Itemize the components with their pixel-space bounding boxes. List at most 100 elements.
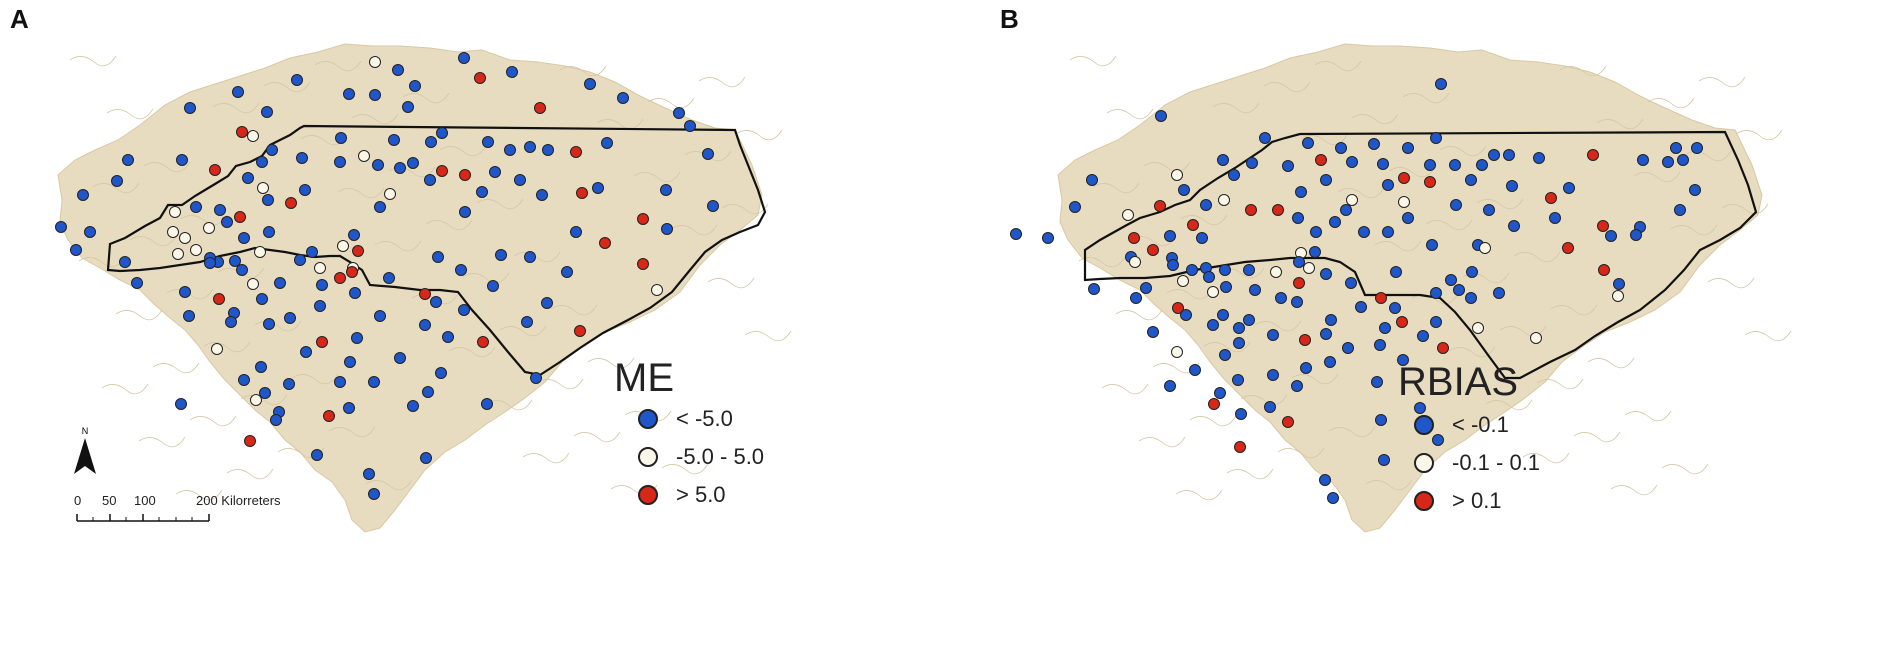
station-point-white xyxy=(1218,194,1230,206)
station-point-white xyxy=(1171,346,1183,358)
station-point-blue xyxy=(176,154,188,166)
legend-item-below: < -0.1 xyxy=(1414,412,1509,438)
station-point-blue xyxy=(296,152,308,164)
watershed-line xyxy=(513,251,561,263)
watershed-line xyxy=(92,182,140,194)
station-point-blue xyxy=(1243,264,1255,276)
watershed-line xyxy=(166,288,214,300)
watershed-line xyxy=(1573,431,1621,443)
station-point-blue xyxy=(1335,142,1347,154)
station-point-white xyxy=(1612,290,1624,302)
station-point-red xyxy=(1208,398,1220,410)
north-arrow-icon xyxy=(74,438,96,474)
watershed-line xyxy=(314,60,362,72)
station-point-blue xyxy=(487,280,499,292)
watershed-line xyxy=(735,129,783,141)
station-point-blue xyxy=(1291,296,1303,308)
legend-item-above: > 5.0 xyxy=(638,482,726,508)
scale-tick-200: 200 Kilorreters xyxy=(196,493,281,508)
station-point-blue xyxy=(1140,282,1152,294)
station-point-blue xyxy=(1164,380,1176,392)
station-point-blue xyxy=(363,468,375,480)
station-point-blue xyxy=(584,78,596,90)
station-point-blue xyxy=(1069,201,1081,213)
scale-bar-line xyxy=(76,514,210,522)
station-point-blue xyxy=(300,346,312,358)
station-point-blue xyxy=(1476,159,1488,171)
station-point-blue xyxy=(1155,110,1167,122)
station-point-blue xyxy=(392,64,404,76)
watershed-line xyxy=(1240,394,1288,406)
station-point-blue xyxy=(255,361,267,373)
watershed-line xyxy=(101,383,149,395)
station-point-blue xyxy=(1450,199,1462,211)
station-point-blue xyxy=(351,332,363,344)
station-point-blue xyxy=(343,402,355,414)
station-point-blue xyxy=(1342,342,1354,354)
station-point-blue xyxy=(1389,302,1401,314)
station-point-red xyxy=(234,211,246,223)
station-point-red xyxy=(1315,154,1327,166)
station-point-red xyxy=(436,165,448,177)
station-point-blue xyxy=(1613,278,1625,290)
station-point-blue xyxy=(229,255,241,267)
station-point-red xyxy=(1598,264,1610,276)
station-point-blue xyxy=(274,277,286,289)
station-point-blue xyxy=(1167,259,1179,271)
legend-item-middle: -0.1 - 0.1 xyxy=(1414,450,1540,476)
station-point-blue xyxy=(561,266,573,278)
station-point-white xyxy=(1122,209,1134,221)
watershed-line xyxy=(138,436,186,448)
station-point-white xyxy=(1346,194,1358,206)
station-point-red xyxy=(1396,316,1408,328)
legend-title-me: ME xyxy=(614,356,674,400)
state-boundary xyxy=(1083,130,1758,380)
station-point-red xyxy=(1172,302,1184,314)
station-point-white xyxy=(1171,169,1183,181)
station-point-blue xyxy=(372,159,384,171)
station-point-white xyxy=(314,262,326,274)
station-point-blue xyxy=(1310,226,1322,238)
station-point-blue xyxy=(1217,309,1229,321)
station-point-blue xyxy=(1355,301,1367,313)
station-point-blue xyxy=(422,386,434,398)
station-point-blue xyxy=(1324,356,1336,368)
station-point-blue xyxy=(436,127,448,139)
station-point-blue xyxy=(1414,402,1426,414)
watershed-line xyxy=(1684,150,1732,162)
station-point-blue xyxy=(1630,229,1642,241)
legend-swatch-red xyxy=(638,485,658,505)
station-point-blue xyxy=(1164,230,1176,242)
watershed-line xyxy=(1624,410,1672,422)
watershed-line xyxy=(143,161,191,173)
station-point-red xyxy=(1545,192,1557,204)
station-point-blue xyxy=(1088,283,1100,295)
legend-item-below: < -5.0 xyxy=(638,406,733,432)
station-point-blue xyxy=(179,286,191,298)
station-point-blue xyxy=(476,186,488,198)
station-point-blue xyxy=(232,86,244,98)
legend-label-middle: -0.1 - 0.1 xyxy=(1452,450,1541,475)
station-point-blue xyxy=(1196,232,1208,244)
station-point-blue xyxy=(530,372,542,384)
station-point-white xyxy=(172,248,184,260)
watershed-line xyxy=(1744,330,1792,342)
station-point-blue xyxy=(283,378,295,390)
watershed-line xyxy=(1661,463,1709,475)
station-point-blue xyxy=(1432,434,1444,446)
station-point-blue xyxy=(316,279,328,291)
watershed-line xyxy=(1448,346,1496,358)
station-point-blue xyxy=(482,136,494,148)
station-point-blue xyxy=(1291,380,1303,392)
station-point-white xyxy=(1207,286,1219,298)
station-point-blue xyxy=(263,226,275,238)
watershed-line xyxy=(1670,224,1718,236)
watershed-line xyxy=(1388,166,1436,178)
watershed-line xyxy=(1277,447,1325,459)
watershed-line xyxy=(1476,198,1524,210)
station-point-red xyxy=(316,336,328,348)
station-point-blue xyxy=(374,310,386,322)
station-point-blue xyxy=(1358,226,1370,238)
station-point-blue xyxy=(1178,184,1190,196)
watershed-line xyxy=(180,214,228,226)
